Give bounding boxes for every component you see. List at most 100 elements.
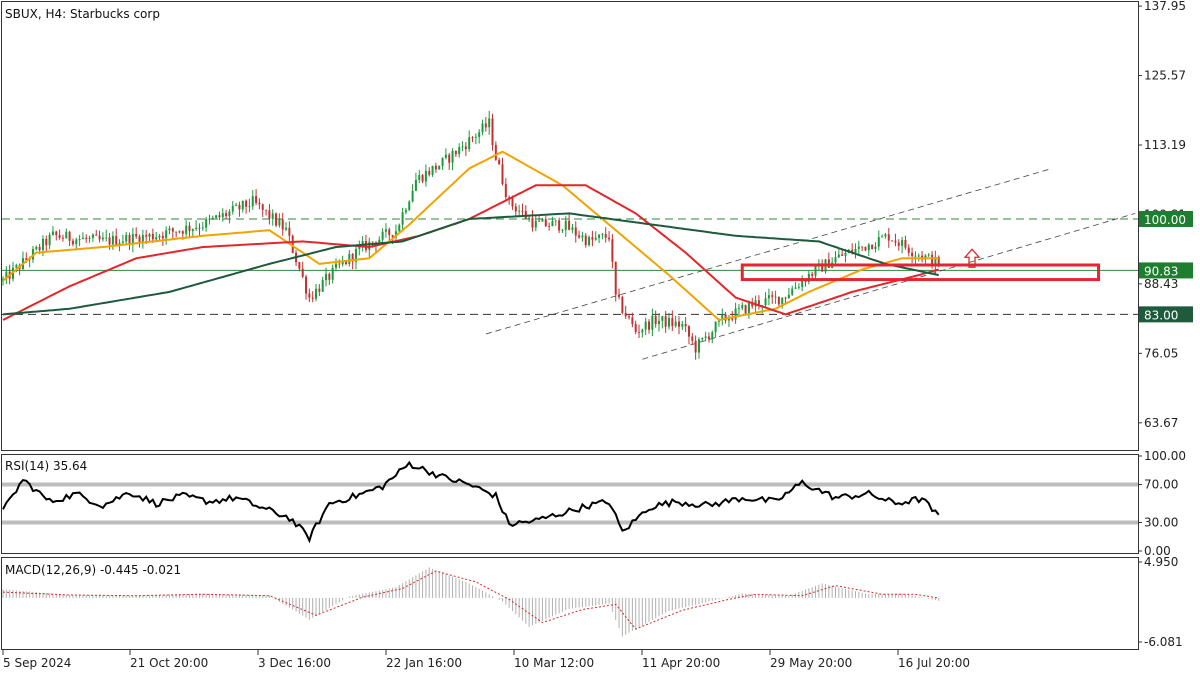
candle-body (707, 336, 710, 340)
x-tick-label: 10 Mar 12:00 (514, 656, 594, 670)
x-tick-label: 11 Apr 20:00 (642, 656, 720, 670)
candle-body (41, 238, 44, 251)
candle-body (401, 212, 404, 225)
candle-body (747, 302, 750, 314)
candle-body (771, 295, 774, 297)
candle-body (794, 287, 797, 289)
candle-body (258, 202, 261, 205)
candle-body (311, 297, 314, 299)
candle-body (238, 204, 241, 210)
candle-body (804, 280, 807, 282)
candle-body (851, 249, 854, 254)
candle-body (891, 240, 894, 242)
candle-body (145, 235, 148, 237)
candle-body (245, 200, 248, 207)
candle-body (398, 224, 401, 232)
candle-body (155, 237, 158, 240)
candle-body (288, 227, 291, 236)
candle-body (821, 263, 824, 272)
candle-body (741, 305, 744, 309)
candle-body (328, 273, 331, 280)
candle-body (644, 321, 647, 330)
moving-average-line-2 (2, 212, 939, 316)
candle-body (85, 237, 88, 239)
candle-body (638, 331, 641, 333)
candle-body (171, 228, 174, 232)
candle-body (218, 215, 221, 218)
candle-body (341, 261, 344, 265)
candle-body (291, 235, 294, 253)
candle-body (201, 227, 204, 229)
candle-body (105, 237, 108, 239)
candle-body (681, 324, 684, 327)
candle-body (318, 288, 321, 292)
candle-body (777, 296, 780, 305)
candle-body (697, 339, 700, 353)
candle-body (521, 210, 524, 212)
candle-body (897, 242, 900, 246)
candle-body (308, 293, 311, 298)
candle-body (454, 150, 457, 155)
candle-body (907, 247, 910, 253)
candle-body (648, 321, 651, 330)
candle-body (764, 298, 767, 306)
candle-body (807, 273, 810, 282)
candle-body (548, 226, 551, 227)
candle-body (591, 237, 594, 240)
macd-tick-label: 4.950 (1144, 555, 1178, 569)
candle-body (508, 197, 511, 198)
candle-body (544, 219, 547, 227)
candle-body (98, 235, 101, 240)
candle-body (261, 204, 264, 210)
candle-body (241, 200, 244, 210)
candle-body (181, 231, 184, 234)
candle-body (5, 271, 8, 279)
candle-body (231, 205, 234, 212)
candle-body (571, 227, 574, 230)
candle-body (601, 234, 604, 235)
candle-body (128, 235, 131, 245)
candle-body (448, 154, 451, 163)
candle-body (198, 227, 201, 229)
candle-body (904, 239, 907, 248)
candle-body (88, 237, 91, 239)
candle-body (195, 227, 198, 230)
candle-body (884, 234, 887, 237)
candle-body (911, 252, 914, 257)
candle-body (654, 315, 657, 325)
candle-body (797, 286, 800, 288)
candle-body (674, 321, 677, 327)
candle-body (871, 244, 874, 249)
price-tick-label: 88.43 (1144, 277, 1178, 291)
candle-body (937, 256, 940, 267)
candle-body (78, 239, 81, 240)
candle-body (371, 241, 374, 243)
rsi-panel-frame (1, 454, 1139, 554)
candle-body (484, 123, 487, 128)
candle-body (564, 220, 567, 230)
candle-body (541, 219, 544, 222)
candle-body (215, 215, 218, 218)
candle-body (481, 123, 484, 133)
candle-body (757, 300, 760, 306)
level-tag-label-2: 83.00 (1144, 308, 1178, 322)
candle-body (131, 234, 134, 245)
candle-body (55, 231, 58, 236)
candle-body (664, 316, 667, 327)
moving-average-line-0 (2, 150, 939, 322)
candle-body (65, 231, 68, 239)
candle-body (424, 170, 427, 182)
candle-body (115, 235, 118, 246)
candle-body (841, 254, 844, 256)
candle-body (225, 213, 228, 217)
candle-body (837, 254, 840, 258)
candle-body (251, 196, 254, 207)
candle-body (464, 146, 467, 150)
candle-body (504, 184, 507, 198)
x-tick-label: 5 Sep 2024 (3, 656, 71, 670)
candle-body (857, 246, 860, 250)
candle-body (927, 254, 930, 256)
candle-body (784, 297, 787, 299)
candle-body (275, 213, 278, 226)
